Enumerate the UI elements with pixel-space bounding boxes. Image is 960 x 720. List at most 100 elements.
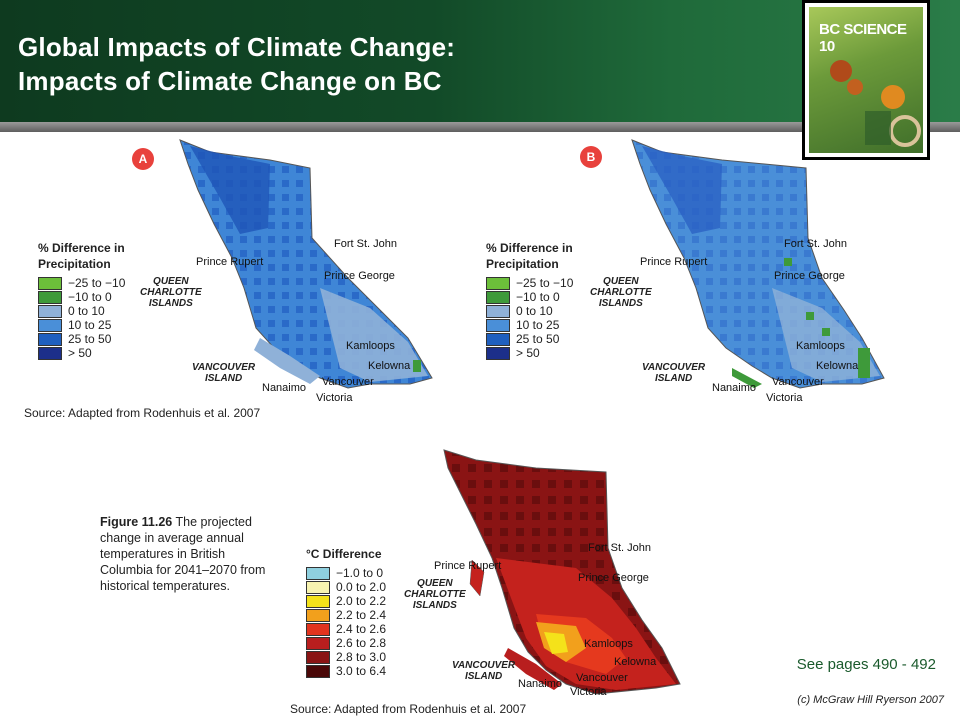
map-a-city-kelowna: Kelowna [368,360,411,372]
map-b-legend-row: 25 to 50 [486,332,596,346]
qci-line-3: ISLANDS [148,298,193,309]
copyright-notice: (c) McGraw Hill Ryerson 2007 [797,694,944,706]
map-b-city-kamloops: Kamloops [796,340,845,352]
temp-map-qci-label: QUEEN CHARLOTTE ISLANDS [404,578,466,611]
temp-legend-row: 3.0 to 6.4 [306,664,386,678]
map-b-legend-title: % Difference in Precipitation [486,241,573,271]
qci-line-3: ISLANDS [412,600,457,611]
map-a-badge: A [132,148,154,170]
see-pages-note: See pages 490 - 492 [796,656,936,673]
temp-legend-label: 2.2 to 2.4 [336,608,387,622]
map-a-city-prince-rupert: Prince Rupert [196,256,264,268]
temp-legend-swatch [306,636,330,650]
map-b-city-fort-st-john: Fort St. John [784,238,847,250]
vi-line-2: ISLAND [464,671,503,682]
map-a-vi-label: VANCOUVER ISLAND [192,362,255,384]
map-b-city-nanaimo: Nanaimo [712,382,757,394]
map-a-legend-row: −25 to −10 [38,276,148,290]
map-b-city-vancouver: Vancouver [772,376,824,388]
qci-line-1: QUEEN [153,276,189,287]
qci-line-3: ISLANDS [598,298,643,309]
book-cover-graphics [830,60,921,147]
map-b-legend-row: −25 to −10 [486,276,596,290]
map-b-legend-swatch [486,304,510,318]
map-b-legend-label: 0 to 10 [516,304,553,318]
qci-line-1: QUEEN [417,578,453,589]
map-a-legend: % Difference in Precipitation −25 to −10… [38,240,148,360]
title-line-1: Global Impacts of Climate Change: [18,32,456,62]
map-a-precipitation [179,139,433,389]
map-b-city-prince-george: Prince George [774,270,845,282]
map-a-legend-title: % Difference in Precipitation [38,241,125,271]
map-b-city-prince-rupert: Prince Rupert [640,256,708,268]
temp-legend-swatch [306,622,330,636]
temp-map-city-kelowna: Kelowna [614,656,657,668]
map-a-legend-row: 10 to 25 [38,318,148,332]
temp-legend-row: 2.6 to 2.8 [306,636,386,650]
map-a-city-vancouver: Vancouver [322,376,374,388]
map-a-qci-label: QUEEN CHARLOTTE ISLANDS [140,276,202,309]
map-a-legend-label: 0 to 10 [68,304,105,318]
temp-legend-label: 2.8 to 3.0 [336,650,387,664]
map-a-legend-swatch [38,290,62,304]
temp-map-city-victoria: Victoria [570,686,607,698]
map-b-legend-swatch [486,346,510,360]
map-b-legend-label: −10 to 0 [516,290,560,304]
map-a-city-victoria: Victoria [316,392,353,404]
slide-header [0,0,960,122]
temp-legend-label: 2.0 to 2.2 [336,594,387,608]
temp-legend-swatch [306,594,330,608]
temp-legend-swatch [306,608,330,622]
map-b-legend-label: 25 to 50 [516,332,560,346]
temp-legend-swatch [306,650,330,664]
temp-map-city-nanaimo: Nanaimo [518,678,563,690]
map-a-legend-swatch [38,304,62,318]
temp-legend-label: 2.6 to 2.8 [336,636,387,650]
map-b-legend-label: > 50 [516,346,540,360]
map-b-legend-row: 10 to 25 [486,318,596,332]
map-b-legend-row: 0 to 10 [486,304,596,318]
map-b-legend-swatch [486,276,510,290]
map-a-legend-swatch [38,318,62,332]
map-b-precipitation [631,139,885,389]
map-a-city-fort-st-john: Fort St. John [334,238,397,250]
map-a-source: Source: Adapted from Rodenhuis et al. 20… [24,406,261,420]
map-a-legend-row: 25 to 50 [38,332,148,346]
vi-line-1: VANCOUVER [642,362,706,373]
temp-legend-label: −1.0 to 0 [336,566,384,580]
temp-map-city-prince-rupert: Prince Rupert [434,560,502,572]
map-b-legend-swatch [486,318,510,332]
figure-caption-text: The projected change in average annual t… [100,515,266,593]
map-b-city-victoria: Victoria [766,392,803,404]
qci-line-1: QUEEN [603,276,639,287]
slide-title: Global Impacts of Climate Change: Impact… [18,30,455,98]
map-b-legend-label: −25 to −10 [516,276,574,290]
temp-legend-row: −1.0 to 0 [306,566,386,580]
temp-legend-row: 0.0 to 2.0 [306,580,386,594]
map-a-city-nanaimo: Nanaimo [262,382,307,394]
book-cover-image: BC SCIENCE 10 [802,0,930,160]
temp-legend-swatch [306,664,330,678]
map-a-legend-swatch [38,276,62,290]
map-b-legend-row: −10 to 0 [486,290,596,304]
temp-legend-label: 2.4 to 2.6 [336,622,387,636]
map-b-legend-row: > 50 [486,346,596,360]
map-b-legend-label: 10 to 25 [516,318,560,332]
temp-legend-swatch [306,566,330,580]
map-a-legend-row: > 50 [38,346,148,360]
map-a-legend-row: 0 to 10 [38,304,148,318]
map-a-legend-label: −25 to −10 [68,276,126,290]
book-cover-title: BC SCIENCE 10 [819,21,907,55]
figure-caption-label: Figure 11.26 [100,515,173,529]
vi-line-2: ISLAND [654,373,693,384]
temp-legend-row: 2.0 to 2.2 [306,594,386,608]
vi-line-1: VANCOUVER [192,362,256,373]
map-a-legend-swatch [38,346,62,360]
map-b-qci-label: QUEEN CHARLOTTE ISLANDS [590,276,652,309]
map-a-legend-swatch [38,332,62,346]
header-divider [0,122,960,132]
map-a-legend-label: > 50 [68,346,92,360]
temp-legend-label: 3.0 to 6.4 [336,664,387,678]
